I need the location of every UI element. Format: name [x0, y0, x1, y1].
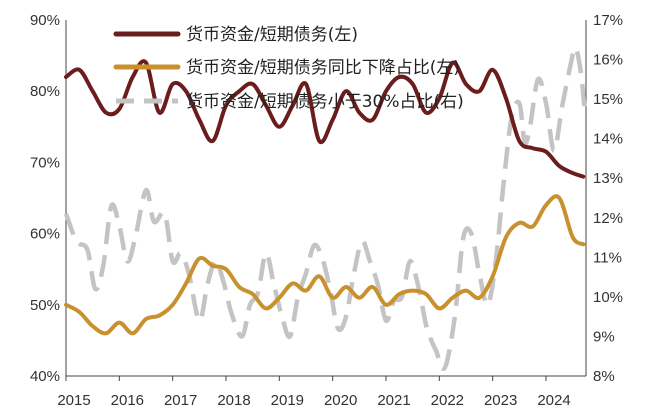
left-y-tick-label: 70% [30, 154, 60, 171]
right-y-tick-label: 14% [593, 131, 623, 148]
x-tick-label: 2017 [164, 392, 197, 409]
legend-label-cash-to-short-debt: 货币资金/短期债务(左) [186, 25, 358, 45]
x-tick-label: 2024 [537, 392, 570, 409]
series-layer [63, 45, 587, 371]
x-tick-label: 2020 [324, 392, 357, 409]
left-y-tick-label: 40% [30, 368, 60, 385]
right-y-tick-labels: 8% 9% 10% 11% 12% 13% 14% 15% 16% 17% [593, 12, 623, 385]
right-y-tick-label: 9% [593, 328, 615, 345]
x-tick-label: 2018 [217, 392, 250, 409]
x-tick-label: 2023 [484, 392, 517, 409]
left-y-tick-label: 90% [30, 12, 60, 29]
series-yoy-decline-share-line [64, 194, 586, 336]
right-y-tick-label: 10% [593, 289, 623, 306]
x-tick-label: 2022 [431, 392, 464, 409]
right-y-tick-label: 8% [593, 368, 615, 385]
right-y-tick-label: 16% [593, 52, 623, 69]
x-tick-label: 2016 [111, 392, 144, 409]
x-tick-label: 2021 [377, 392, 410, 409]
left-y-tick-label: 50% [30, 297, 60, 314]
series-cash-to-short-debt-line [64, 59, 586, 179]
legend: 货币资金/短期债务(左) 货币资金/短期债务同比下降占比(左) 货币资金/短期债… [113, 25, 464, 112]
left-y-tick-label: 80% [30, 83, 60, 100]
right-y-tick-label: 13% [593, 170, 623, 187]
legend-label-yoy-decline-share: 货币资金/短期债务同比下降占比(左) [186, 58, 460, 78]
x-tick-label: 2015 [57, 392, 90, 409]
legend-label-below-30pct-share: 货币资金/短期债务小于30%占比(右) [186, 92, 464, 112]
axes [65, 20, 587, 377]
x-tick-label: 2019 [271, 392, 304, 409]
left-y-tick-labels: 40% 50% 60% 70% 80% 90% [30, 12, 60, 385]
right-y-tick-label: 11% [593, 249, 622, 266]
x-tick-labels: 2015 2016 2017 2018 2019 2020 2021 2022 2023 2024 [57, 376, 571, 409]
right-y-tick-label: 15% [593, 91, 623, 108]
left-y-tick-label: 60% [30, 226, 60, 243]
right-y-tick-label: 12% [593, 210, 623, 227]
right-y-tick-label: 17% [593, 12, 623, 29]
